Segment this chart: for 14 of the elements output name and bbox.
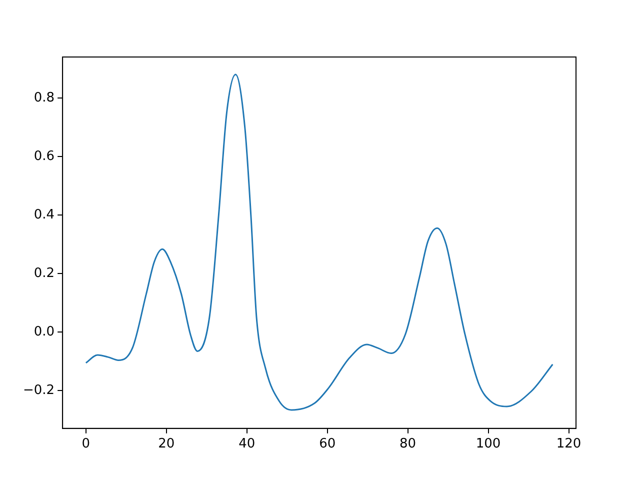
y-tick-label: 0.2 [34,266,55,281]
y-tick-label: 0.4 [34,207,55,222]
y-tick-label: −0.2 [22,382,55,398]
y-tick-label: 0.6 [34,148,55,164]
y-tick-label: 0.0 [34,324,55,340]
x-tick-label: 60 [319,436,336,452]
x-tick-label: 40 [238,436,256,452]
x-tick-label: 80 [400,436,416,452]
x-tick-label: 100 [476,436,501,452]
x-tick-label: 20 [158,436,175,452]
y-tick-label: 0.8 [34,90,55,106]
line-series [85,74,554,411]
x-tick-label: 120 [556,436,582,452]
x-tick-label: 0 [82,436,90,452]
